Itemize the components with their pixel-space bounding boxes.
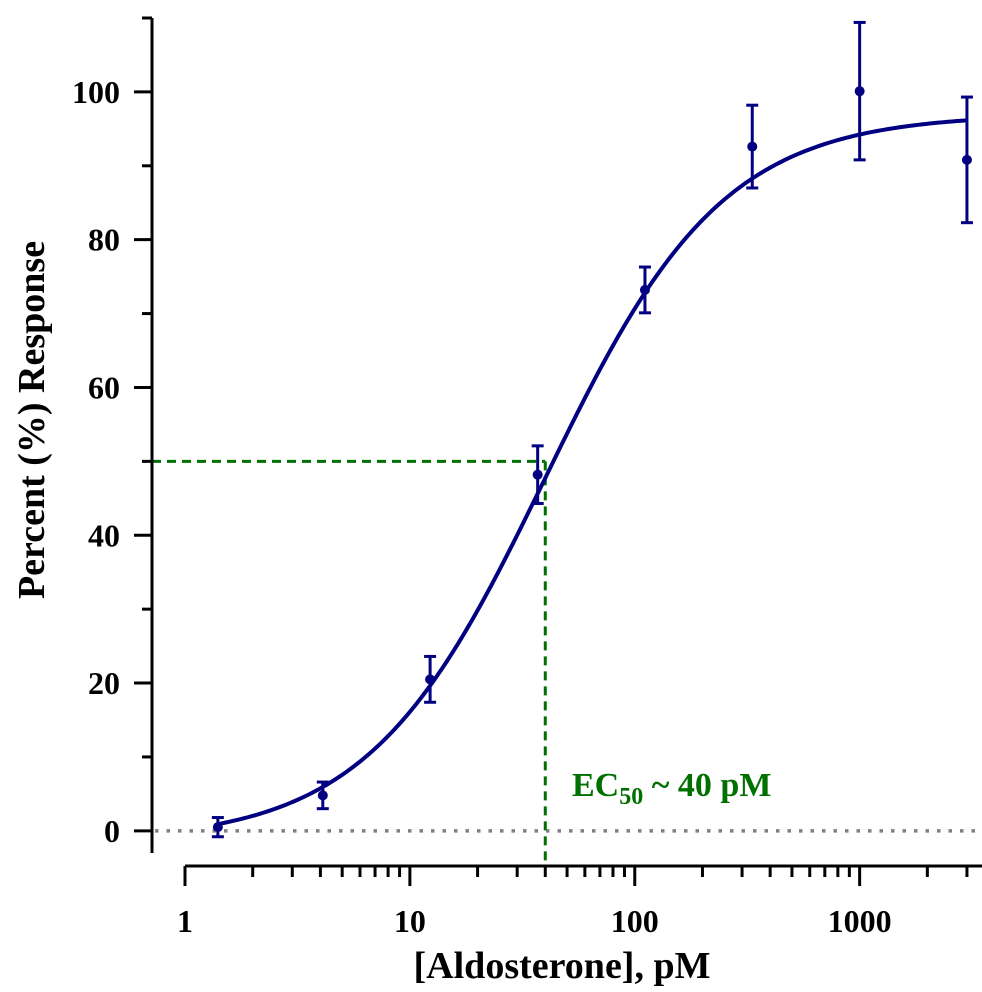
x-tick-label: 1000 xyxy=(828,903,892,939)
x-tick-label: 10 xyxy=(394,903,426,939)
data-point xyxy=(532,469,543,480)
data-point xyxy=(639,284,650,295)
data-points xyxy=(211,20,973,839)
y-axis-title: Percent (%) Response xyxy=(11,241,53,599)
ticks: 0 20 40 60 80 100 1 10 100 1000 xyxy=(72,16,969,939)
x-tick-label: 100 xyxy=(611,903,659,939)
x-axis-title: [Aldosterone], pM xyxy=(414,945,711,987)
reference-lines xyxy=(152,459,982,866)
data-point xyxy=(425,674,436,685)
y-tick-label: 100 xyxy=(72,74,120,110)
data-point xyxy=(854,86,865,97)
ec50-annotation: EC50 ~ 40 pM xyxy=(572,767,771,810)
fit-curve-layer xyxy=(217,118,968,827)
data-point xyxy=(317,790,328,801)
data-point xyxy=(212,822,223,833)
ec50-annotation-subscript: 50 xyxy=(619,784,643,810)
y-tick-label: 0 xyxy=(104,813,120,849)
y-tick-label: 60 xyxy=(88,369,120,405)
data-point xyxy=(961,154,972,165)
data-point xyxy=(747,141,758,152)
ec50-annotation-main: EC xyxy=(572,767,619,804)
y-tick-label: 80 xyxy=(88,222,120,258)
ec50-annotation-value: ~ 40 pM xyxy=(643,767,771,804)
y-tick-label: 40 xyxy=(88,517,120,553)
x-tick-label: 1 xyxy=(177,903,193,939)
y-tick-label: 20 xyxy=(88,665,120,701)
axes xyxy=(150,18,982,868)
fit-curve xyxy=(217,118,968,827)
